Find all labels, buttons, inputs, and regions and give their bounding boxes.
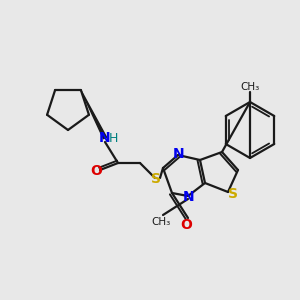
Text: N: N [99, 131, 111, 145]
Polygon shape [81, 90, 106, 139]
Text: H: H [108, 133, 118, 146]
Text: CH₃: CH₃ [152, 217, 171, 227]
Text: O: O [180, 218, 192, 232]
Text: CH₃: CH₃ [240, 82, 260, 92]
Text: N: N [183, 190, 195, 204]
Text: O: O [90, 164, 102, 178]
Text: N: N [173, 147, 185, 161]
Text: S: S [151, 172, 161, 186]
Text: S: S [228, 187, 238, 201]
